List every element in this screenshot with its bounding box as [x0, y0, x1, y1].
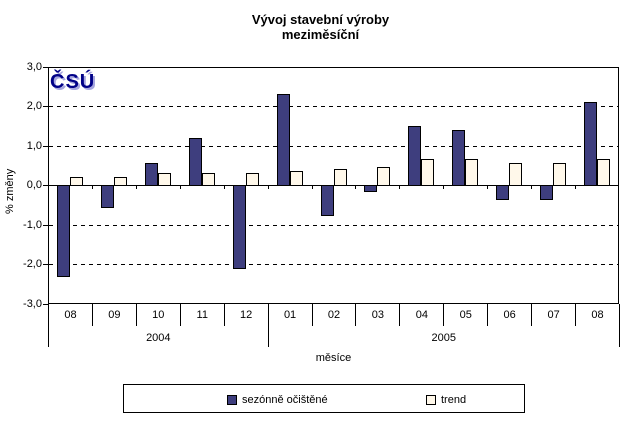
y-axis-tick [43, 185, 48, 186]
zero-axis-category-tick [312, 186, 313, 189]
x-axis-title: měsíce [315, 352, 352, 364]
bar-trend-2004-11 [202, 173, 215, 186]
bar-seasonal-2005-02 [321, 185, 334, 216]
bar-trend-2005-01 [290, 171, 303, 186]
bar-seasonal-2005-08 [584, 102, 597, 186]
gridline [49, 106, 618, 107]
chart-title-line1: Vývoj stavební výroby [251, 12, 390, 27]
zero-axis-category-tick [443, 186, 444, 189]
chart-title: Vývoj stavební výroby meziměsíční [0, 12, 641, 42]
zero-axis-category-tick [136, 186, 137, 189]
bar-trend-2005-03 [377, 167, 390, 186]
y-axis-tick [43, 304, 48, 305]
zero-axis-category-tick [355, 186, 356, 189]
zero-axis-category-tick [487, 186, 488, 189]
bar-trend-2005-04 [421, 159, 434, 186]
legend-label-seasonal: sezónně očištěné [242, 394, 328, 406]
bar-seasonal-2005-05 [452, 130, 465, 186]
x-axis-month-label: 06 [488, 304, 533, 326]
bar-seasonal-2004-12 [233, 185, 246, 269]
legend-label-trend: trend [441, 394, 467, 406]
y-axis-tick-label: -1,0 [23, 219, 42, 231]
gridline [49, 225, 618, 226]
y-axis-tick [43, 264, 48, 265]
x-axis-month-label: 09 [93, 304, 137, 326]
y-axis-tick-label: -3,0 [23, 298, 42, 310]
x-axis-year-label: 2005 [269, 326, 620, 347]
x-axis-month-label: 11 [181, 304, 225, 326]
legend: sezónně očištěné trend [123, 384, 525, 413]
zero-axis-category-tick [180, 186, 181, 189]
bar-trend-2004-09 [114, 177, 127, 186]
x-axis-year-label: 2004 [49, 326, 269, 347]
x-axis-month-row: 08 09 10 11 12 01 02 03 04 05 06 07 08 [48, 304, 620, 326]
bar-seasonal-2004-11 [189, 138, 202, 186]
y-axis-tick [43, 67, 48, 68]
bar-trend-2005-08 [597, 159, 610, 186]
y-axis-tick-label: 1,0 [26, 140, 42, 152]
y-axis-tick-label: 3,0 [26, 61, 42, 73]
bar-trend-2004-08 [70, 177, 83, 186]
y-axis-tick [43, 106, 48, 107]
y-axis-title: % změny [4, 168, 16, 214]
zero-axis-category-tick [531, 186, 532, 189]
y-axis-tick [43, 146, 48, 147]
gridline [49, 146, 618, 147]
bar-trend-2005-02 [334, 169, 347, 186]
bar-trend-2005-05 [465, 159, 478, 186]
x-axis-month-label: 08 [576, 304, 620, 326]
bar-seasonal-2004-08 [57, 185, 70, 277]
legend-item-seasonal: sezónně očištěné [227, 394, 328, 406]
x-axis-month-label: 12 [225, 304, 269, 326]
bar-seasonal-2004-10 [145, 163, 158, 186]
y-axis-tick-label: 2,0 [26, 100, 42, 112]
gridline [49, 264, 618, 265]
x-axis-month-label: 01 [269, 304, 313, 326]
bar-seasonal-2005-04 [408, 126, 421, 186]
chart-title-line2: meziměsíční [281, 27, 360, 42]
zero-axis-category-tick [268, 186, 269, 189]
csu-logo: ČSÚ [50, 71, 96, 93]
zero-axis-category-tick [224, 186, 225, 189]
legend-swatch-trend-icon [426, 395, 436, 405]
zero-axis-category-tick [92, 186, 93, 189]
x-axis-month-label: 05 [444, 304, 489, 326]
zero-axis-category-tick [575, 186, 576, 189]
bar-trend-2004-10 [158, 173, 171, 186]
bar-seasonal-2005-07 [540, 185, 553, 200]
zero-axis-category-tick [399, 186, 400, 189]
y-axis-tick-label: -2,0 [23, 258, 42, 270]
x-axis-month-label: 07 [532, 304, 577, 326]
legend-item-trend: trend [426, 394, 466, 406]
bar-trend-2005-07 [553, 163, 566, 186]
bar-seasonal-2005-01 [277, 94, 290, 186]
x-axis-month-label: 10 [137, 304, 181, 326]
bar-trend-2005-06 [509, 163, 522, 186]
x-axis-year-row: 2004 2005 [48, 326, 620, 347]
x-axis-month-label: 02 [313, 304, 357, 326]
bar-trend-2004-12 [246, 173, 259, 186]
legend-swatch-seasonal-icon [227, 395, 237, 405]
x-axis-month-label: 08 [49, 304, 93, 326]
y-axis-tick [43, 225, 48, 226]
bar-seasonal-2004-09 [101, 185, 114, 208]
x-axis-month-label: 03 [356, 304, 401, 326]
x-axis-month-label: 04 [400, 304, 445, 326]
bar-seasonal-2005-03 [364, 185, 377, 192]
y-axis-tick-label: 0,0 [26, 179, 42, 191]
bar-seasonal-2005-06 [496, 185, 509, 200]
